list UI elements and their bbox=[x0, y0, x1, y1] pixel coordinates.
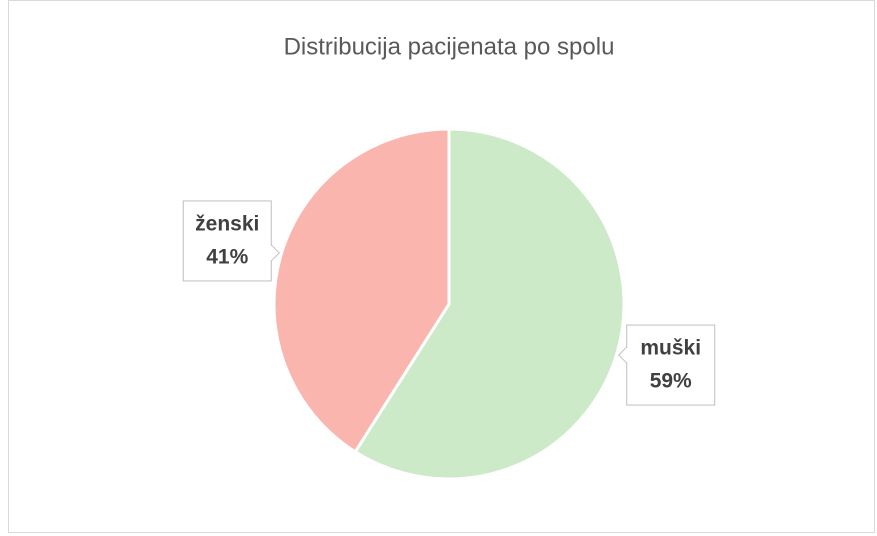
label-category: ženski bbox=[195, 212, 259, 235]
label-pointer bbox=[270, 244, 280, 262]
pie-slice bbox=[272, 127, 451, 454]
label-value: 41% bbox=[206, 245, 248, 268]
label-value: 59% bbox=[650, 370, 692, 393]
label-pointer bbox=[618, 346, 628, 364]
label-box bbox=[626, 324, 716, 406]
data-label: muški 59% bbox=[618, 324, 716, 406]
label-box bbox=[182, 200, 272, 282]
data-label: ženski 41% bbox=[182, 200, 280, 282]
chart-title: Distribucija pacijenata po spolu bbox=[284, 33, 615, 60]
label-category: muški bbox=[640, 337, 701, 360]
pie-slice bbox=[353, 127, 626, 481]
